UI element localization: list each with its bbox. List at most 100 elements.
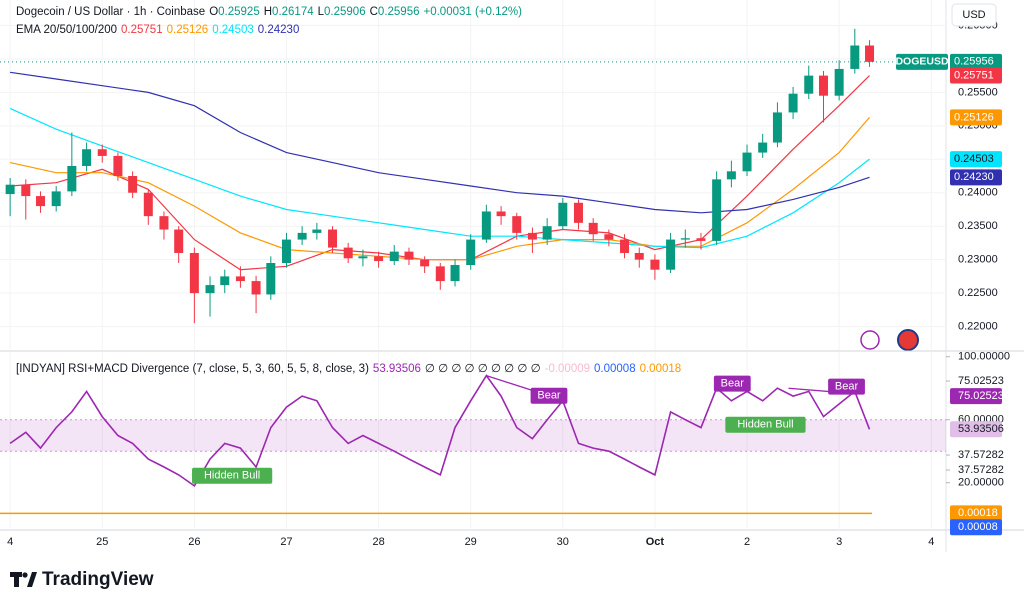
candle-body — [726, 171, 736, 180]
price-tag-label: 0.24503 — [954, 153, 994, 165]
indicator-value: 0.24503 — [212, 24, 254, 36]
candle-body — [435, 266, 445, 282]
price-tag — [950, 151, 1002, 168]
ema-line — [10, 71, 870, 214]
annotation-box — [530, 387, 568, 404]
logo-mark — [22, 572, 28, 578]
oscillator-legend: [INDYAN] RSI+MACD Divergence (7, close, … — [16, 361, 685, 375]
annotation-box — [713, 375, 751, 392]
flag-icon[interactable] — [897, 329, 919, 351]
candle-body — [159, 216, 169, 230]
candle-body — [558, 202, 568, 227]
oscillator-value: 0.00008 — [594, 363, 636, 375]
stat-value: 0.25925 — [218, 6, 260, 18]
candle-body — [404, 251, 414, 260]
x-tick-label: 30 — [557, 536, 569, 548]
candle-body — [650, 259, 660, 270]
ema-line — [9, 117, 870, 261]
candle-body — [36, 196, 46, 207]
x-tick-label: 27 — [280, 536, 292, 548]
oscillator-line — [9, 374, 871, 488]
candle-body — [481, 211, 491, 240]
alert-icon[interactable] — [860, 330, 880, 350]
candle-body — [266, 263, 276, 295]
candle-body — [850, 45, 860, 69]
x-tick-label: 25 — [96, 536, 108, 548]
candle-body — [604, 234, 614, 240]
indicator-value: 0.25751 — [121, 24, 163, 36]
stat-value: 0.25956 — [377, 6, 420, 18]
candle-body — [742, 152, 752, 172]
header: Dogecoin / US Dollar · 1h · Coinbase O0.2… — [16, 6, 526, 18]
y-tick-label: 0.23000 — [958, 254, 998, 266]
y-tick-label: 0.22500 — [958, 287, 998, 299]
annotation-box — [725, 416, 806, 433]
stat-label: O — [209, 6, 219, 18]
candle-body — [680, 238, 690, 240]
candle-body — [588, 222, 598, 235]
y-tick-label: 0.22000 — [958, 320, 998, 332]
candle-body — [312, 229, 322, 233]
candle-body — [297, 232, 307, 240]
stat-label: C — [369, 6, 378, 18]
logo: TradingView — [10, 569, 154, 590]
y-tick-label: 0.24000 — [958, 187, 998, 199]
candle-body — [67, 165, 77, 192]
candle-body — [358, 256, 368, 259]
candle-body — [113, 155, 123, 177]
price-tag — [950, 53, 1002, 70]
candle-body — [450, 265, 460, 282]
candle-body — [128, 176, 138, 193]
candle-body — [174, 229, 184, 253]
candle-body — [189, 252, 199, 294]
candle-body — [620, 239, 630, 253]
value-tag-label: 0.00008 — [958, 521, 998, 533]
candle-body — [542, 226, 552, 240]
candle-body — [712, 179, 722, 241]
candle-body — [374, 256, 384, 261]
candle-body — [512, 216, 522, 233]
candle-body — [51, 191, 61, 207]
x-tick-label: 28 — [372, 536, 384, 548]
indicator-value: 0.24230 — [257, 24, 300, 36]
candle-body — [772, 112, 782, 143]
oscillator-value: ∅ ∅ ∅ ∅ ∅ ∅ ∅ ∅ ∅ — [424, 363, 541, 375]
candle-body — [696, 238, 706, 241]
candle-body — [865, 45, 875, 62]
candle-body — [573, 202, 583, 223]
y-tick-label: 100.00000 — [958, 351, 1010, 363]
candle-body — [235, 276, 245, 282]
ema-line — [9, 107, 870, 249]
stat-label: L — [317, 6, 325, 18]
value-tag — [950, 519, 1002, 536]
candle-body — [758, 142, 768, 153]
annotation-box — [828, 378, 865, 395]
candle-body — [143, 192, 153, 217]
candle-body — [5, 184, 15, 195]
brand: TradingView — [42, 569, 154, 590]
price-tag — [950, 67, 1002, 84]
price-tag-label: 0.25751 — [954, 69, 994, 81]
annotation-label: Bear — [537, 390, 561, 402]
candle-body — [82, 149, 92, 166]
indicator-legend: EMA 20/50/100/200 0.25751 0.25126 0.24503 0.… — [16, 24, 303, 36]
oscillator-value: 0.00018 — [639, 363, 682, 375]
candle-body — [97, 149, 107, 156]
currency-label: USD — [962, 9, 985, 21]
indicator-value: 0.25126 — [166, 24, 209, 36]
candle-body — [466, 239, 476, 266]
candle-body — [328, 229, 338, 248]
annotation-label: Hidden Bull — [204, 470, 260, 482]
stat-value: 0.26174 — [272, 6, 314, 18]
value-tag-label: 37.57282 — [958, 464, 1004, 476]
x-tick-label: Oct — [646, 536, 665, 548]
candle-body — [666, 239, 676, 270]
x-tick-label: 2 — [744, 536, 750, 548]
value-tag-label: 0.00018 — [958, 507, 998, 519]
ema-line — [10, 75, 870, 271]
price-tag — [950, 169, 1002, 186]
value-tag-label: 75.02523 — [958, 375, 1004, 387]
logo-mark — [27, 572, 37, 587]
candle-body — [834, 68, 844, 96]
